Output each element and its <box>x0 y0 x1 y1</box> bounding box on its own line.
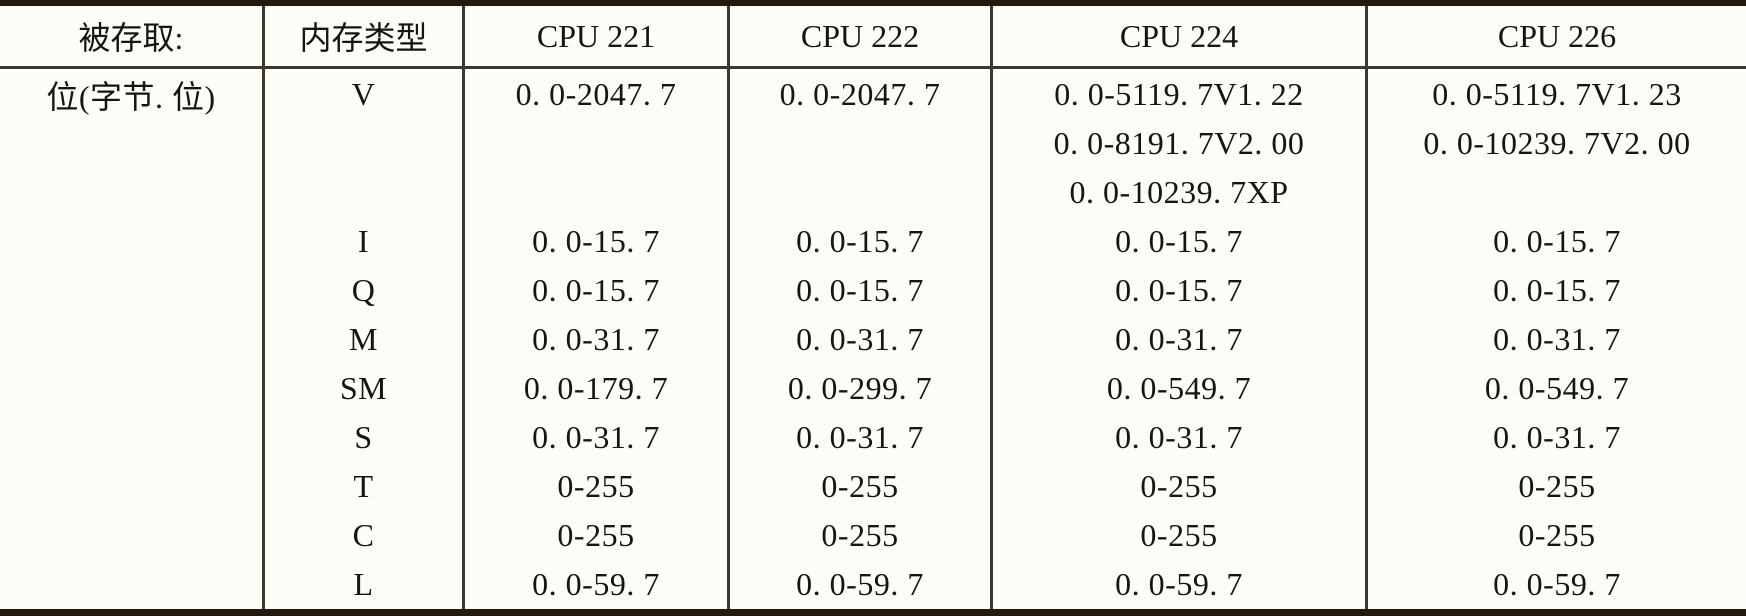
header-cell-cpu-226: CPU 226 <box>1368 6 1746 69</box>
table-cell: 0-255 <box>821 517 899 553</box>
table-cell: 0-255 <box>1140 468 1218 504</box>
table-cell: 0. 0-10239. 7XP <box>1069 174 1289 210</box>
table-cell: 0. 0-31. 7 <box>1493 419 1621 455</box>
table-cell: 0. 0-15. 7 <box>532 223 660 259</box>
table-cell <box>0 315 262 364</box>
table-cell: I <box>357 223 370 259</box>
table-cell: SM <box>339 370 388 406</box>
table-cell: L <box>353 566 374 602</box>
table-cell: 0. 0-15. 7 <box>796 272 924 308</box>
table-cell <box>265 168 462 217</box>
table-cell: 0. 0-31. 7 <box>1115 419 1243 455</box>
table-cell: Q <box>351 272 376 308</box>
table-cell: 0-255 <box>1518 517 1596 553</box>
table-cell <box>730 168 990 217</box>
table-cell <box>0 217 262 266</box>
table-cell: 0. 0-31. 7 <box>796 419 924 455</box>
body-column-memory-type: V I Q M SM S T C L <box>265 69 465 609</box>
table-cell: M <box>349 321 378 357</box>
body-column-cpu-224: 0. 0-5119. 7V1. 22 0. 0-8191. 7V2. 00 0. 0… <box>993 69 1368 609</box>
body-column-cpu-226: 0. 0-5119. 7V1. 23 0. 0-10239. 7V2. 00 0. … <box>1368 69 1746 609</box>
table-cell <box>265 119 462 168</box>
header-cell-memory-type: 内存类型 <box>265 6 465 69</box>
table-cell: 位(字节. 位) <box>46 78 216 115</box>
table-cell: 0-255 <box>557 468 635 504</box>
table-cell <box>0 560 262 609</box>
table-cell: 0. 0-10239. 7V2. 00 <box>1423 125 1691 161</box>
table-cell: 0. 0-31. 7 <box>532 419 660 455</box>
table-cell: 0. 0-59. 7 <box>1115 566 1243 602</box>
table-cell: 0. 0-5119. 7V1. 22 <box>1054 76 1304 112</box>
table-cell: 0. 0-8191. 7V2. 00 <box>1053 125 1305 161</box>
table-cell: 0. 0-549. 7 <box>1484 370 1630 406</box>
table-cell: 0-255 <box>1518 468 1596 504</box>
table-cell: 0. 0-15. 7 <box>532 272 660 308</box>
table-cell: 0. 0-59. 7 <box>532 566 660 602</box>
body-column-cpu-222: 0. 0-2047. 7 0. 0-15. 7 0. 0-15. 7 0. 0-31.… <box>730 69 993 609</box>
table-cell: S <box>354 419 373 455</box>
table-cell: 0. 0-59. 7 <box>796 566 924 602</box>
table-cell: 0. 0-2047. 7 <box>779 76 941 112</box>
table-cell: 0. 0-15. 7 <box>796 223 924 259</box>
body-column-cpu-221: 0. 0-2047. 7 0. 0-15. 7 0. 0-15. 7 0. 0-31.… <box>465 69 730 609</box>
table-cell: 0. 0-299. 7 <box>787 370 933 406</box>
table-cell: T <box>353 468 374 504</box>
table-cell <box>465 168 727 217</box>
table-cell <box>0 413 262 462</box>
table-cell: C <box>352 517 375 553</box>
table-cell: 0-255 <box>821 468 899 504</box>
table-cell: 0. 0-549. 7 <box>1106 370 1252 406</box>
table-cell: 0. 0-31. 7 <box>796 321 924 357</box>
header-cell-cpu-224: CPU 224 <box>993 6 1368 69</box>
table-header-row: 被存取: 内存类型 CPU 221 CPU 222 CPU 224 CPU 22… <box>0 6 1746 69</box>
table-cell: 0-255 <box>1140 517 1218 553</box>
table-cell: 0. 0-15. 7 <box>1493 272 1621 308</box>
table-cell <box>465 119 727 168</box>
table-cell: V <box>351 76 376 112</box>
table-cell: 0. 0-2047. 7 <box>515 76 677 112</box>
table-cell <box>0 462 262 511</box>
header-cell-cpu-222: CPU 222 <box>730 6 993 69</box>
header-cell-cpu-221: CPU 221 <box>465 6 730 69</box>
table-cell <box>0 119 262 168</box>
table-body: 位(字节. 位) V I Q M SM S T C L 0. 0-2047. 7 0. 0-15.… <box>0 69 1746 609</box>
table-cell <box>0 168 262 217</box>
table-cell: 0. 0-179. 7 <box>523 370 669 406</box>
table-cell <box>0 364 262 413</box>
table-cell: 0. 0-5119. 7V1. 23 <box>1432 76 1682 112</box>
table-cell: 0. 0-15. 7 <box>1115 223 1243 259</box>
table-cell: 0. 0-31. 7 <box>1493 321 1621 357</box>
table-cell <box>0 266 262 315</box>
table-cell: 0. 0-15. 7 <box>1115 272 1243 308</box>
table-cell: 0-255 <box>557 517 635 553</box>
table-cell: 0. 0-31. 7 <box>532 321 660 357</box>
table-cell <box>0 511 262 560</box>
table-cell: 0. 0-31. 7 <box>1115 321 1243 357</box>
table-cell <box>1368 168 1746 217</box>
body-column-accessed: 位(字节. 位) <box>0 69 265 609</box>
table-cell: 0. 0-15. 7 <box>1493 223 1621 259</box>
table-cell <box>730 119 990 168</box>
header-cell-accessed: 被存取: <box>0 6 265 69</box>
table-cell: 0. 0-59. 7 <box>1493 566 1621 602</box>
